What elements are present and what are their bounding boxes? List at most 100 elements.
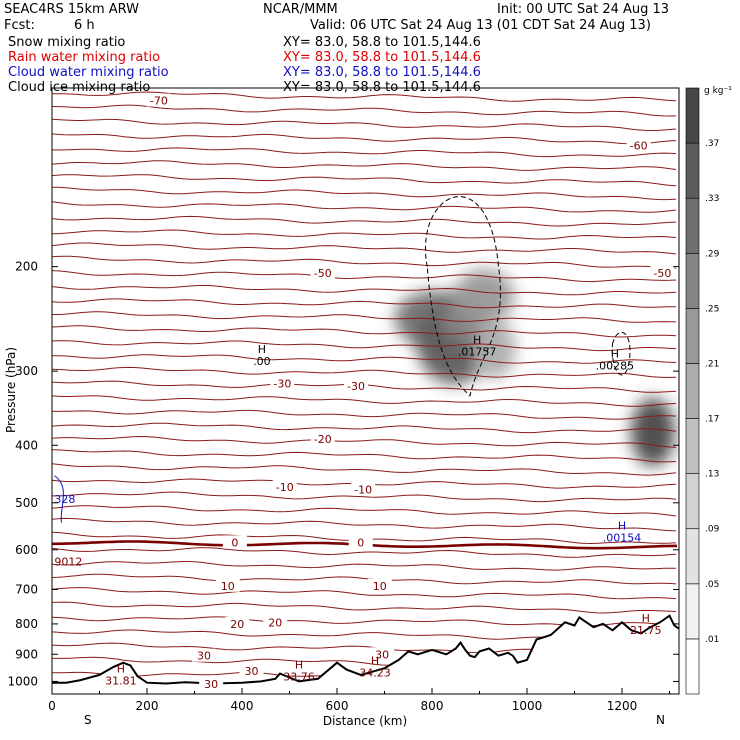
colorbar-swatch xyxy=(685,197,700,254)
isotherm-line xyxy=(52,463,677,476)
colorbar-swatch xyxy=(685,418,700,474)
field-rain-name: Rain water mixing ratio xyxy=(8,50,160,65)
contour-label: 0 xyxy=(357,536,364,549)
cloud-ice-outlines xyxy=(54,196,631,523)
contour-label: 30 xyxy=(245,665,259,678)
colorbar-level: .05 xyxy=(705,580,719,590)
x-tick-label: 800 xyxy=(421,699,444,713)
cloud-ice-outline xyxy=(611,332,631,376)
y-tick-label: 800 xyxy=(15,617,38,631)
maximum-value: .01757 xyxy=(458,346,497,359)
y-tick-label: 400 xyxy=(15,438,38,452)
contour-label-bg xyxy=(215,578,240,592)
contour-label-bg xyxy=(225,616,250,630)
x-tick-label: 600 xyxy=(326,699,349,713)
y-tick-label: 600 xyxy=(15,543,38,557)
field-snow-xy: XY= 83.0, 58.8 to 101.5,144.6 xyxy=(283,35,481,50)
contour-label: -50 xyxy=(653,267,671,280)
contour-label: 10 xyxy=(221,580,235,593)
contour-label-bg xyxy=(239,663,264,677)
colorbar-unit: g kg⁻¹ xyxy=(704,86,732,96)
isotherm-line xyxy=(52,215,677,227)
contour-label: -10 xyxy=(354,484,372,497)
north-label: N xyxy=(656,713,665,727)
isotherm-line xyxy=(52,395,677,407)
y-tick-label: 1000 xyxy=(7,674,38,688)
colorbar-level: .33 xyxy=(705,194,719,204)
colorbar-level: .01 xyxy=(705,635,719,645)
contour-label: 30 xyxy=(197,650,211,663)
isotherm-line xyxy=(52,409,677,420)
edge-value: 328 xyxy=(54,493,75,506)
contour-label-bg xyxy=(351,482,376,496)
colorbar-level: .13 xyxy=(705,470,719,480)
isotherm-line xyxy=(52,547,677,558)
terrain-line xyxy=(52,614,679,685)
contour-label: 20 xyxy=(230,618,244,631)
maximum-value: 34.23 xyxy=(359,667,391,680)
y-axis-label: Pressure (hPa) xyxy=(4,347,18,433)
contour-labels: -70 -60 -50 -50 -30 -30 -20 -10 -10 0 0 10 10 20 20 30 3… xyxy=(54,93,675,691)
maximum-value: 21.75 xyxy=(630,624,662,637)
maximum-marker: H xyxy=(295,659,303,672)
contour-label: -60 xyxy=(630,140,648,153)
contour-label: 10 xyxy=(373,580,387,593)
temperature-contours xyxy=(52,91,677,694)
isotherm-line xyxy=(52,435,677,448)
maximum-value: 31.81 xyxy=(105,675,137,688)
maximum-marker: H xyxy=(258,343,266,356)
contour-label: -20 xyxy=(314,433,332,446)
contour-label: 30 xyxy=(375,648,389,661)
maximum-marker: H xyxy=(618,519,626,532)
contour-label: -50 xyxy=(314,267,332,280)
isotherm-line xyxy=(52,449,677,463)
contour-label-bg xyxy=(370,647,395,661)
contour-label-bg xyxy=(344,379,368,393)
colorbar-swatch xyxy=(685,473,700,530)
colorbar-level: .17 xyxy=(705,415,719,425)
terrain-surface xyxy=(52,614,679,694)
contour-label-bg xyxy=(310,431,335,445)
contour-label-bg xyxy=(199,676,224,690)
isotherm-line xyxy=(52,601,677,614)
isotherm-line xyxy=(52,587,677,600)
init-time: Init: 00 UTC Sat 24 Aug 13 xyxy=(497,2,669,17)
colorbar-level: .21 xyxy=(705,359,719,369)
isotherm-line xyxy=(52,104,677,117)
plot-frame xyxy=(51,87,680,695)
isotherm-line xyxy=(52,133,677,145)
isotherm-line xyxy=(52,160,677,171)
maximum-value: 33.76 xyxy=(283,671,315,684)
colorbar-level: .29 xyxy=(705,249,720,259)
isotherm-line xyxy=(52,118,677,132)
isotherm-line xyxy=(52,242,677,255)
isotherm-line xyxy=(52,340,677,352)
forecast-label: Fcst: xyxy=(4,18,35,33)
forecast-hours: 6 h xyxy=(74,18,95,33)
colorbar-swatch xyxy=(685,87,700,144)
isotherm-line xyxy=(52,229,677,240)
isotherm-line xyxy=(52,561,676,571)
isotherm-line xyxy=(52,311,677,323)
isotherm-line xyxy=(52,255,677,269)
contour-label-bg xyxy=(270,376,295,390)
contour-label-bg xyxy=(310,266,335,280)
contour-label-bg xyxy=(146,93,171,107)
x-tick-label: 0 xyxy=(48,699,56,713)
field-cloud-name: Cloud water mixing ratio xyxy=(8,65,169,80)
contour-label-bg xyxy=(650,266,675,280)
south-label: S xyxy=(84,713,92,727)
colorbar-level: .09 xyxy=(705,525,720,535)
contour-label-bg xyxy=(626,138,651,152)
x-tick-label: 1200 xyxy=(607,699,638,713)
colorbar-swatch xyxy=(685,252,700,309)
isotherm-line xyxy=(52,284,677,296)
contour-label-bg xyxy=(192,648,216,662)
field-cloud-xy: XY= 83.0, 58.8 to 101.5,144.6 xyxy=(283,65,481,80)
isotherm-line xyxy=(52,298,677,309)
contour-label-bg xyxy=(367,578,392,592)
isotherm-line xyxy=(52,505,677,517)
y-tick-label: 500 xyxy=(15,496,38,510)
contour-label-bg xyxy=(272,479,297,493)
